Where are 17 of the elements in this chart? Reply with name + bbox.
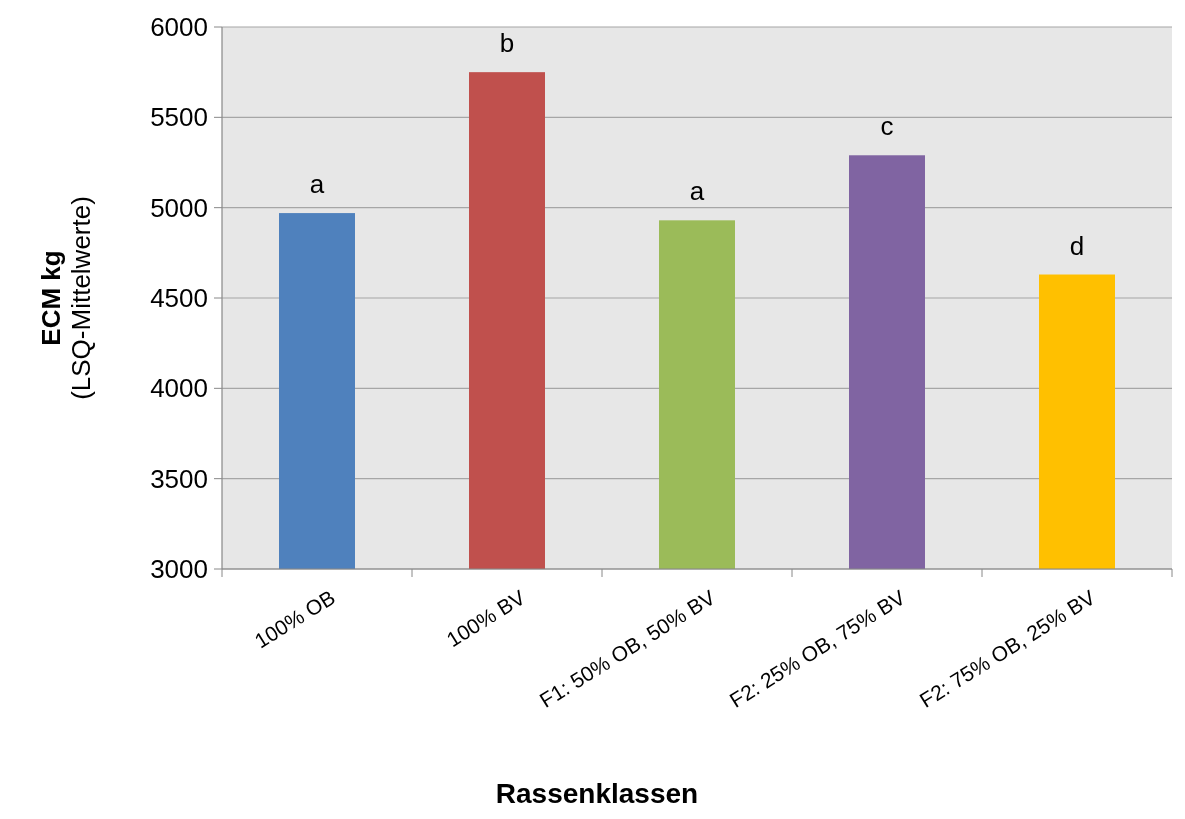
annotation: c [880, 111, 894, 142]
x-axis-title: Rassenklassen [495, 778, 699, 809]
y-tick-label: 5500 [150, 102, 208, 133]
y-tick-label: 3000 [150, 554, 208, 585]
y-tick-label: 3500 [150, 463, 208, 494]
annotation: a [689, 176, 705, 207]
annotation: a [309, 169, 325, 200]
annotation: d [1069, 230, 1085, 261]
x-tick-label: F1: 50% OB, 50% BV [535, 585, 719, 712]
y-tick-label: 4000 [150, 373, 208, 404]
annotation: b [499, 28, 515, 59]
y-tick-label: 5000 [150, 192, 208, 223]
y-axis-title: ECM kg (LSQ-Mittelwerte) [36, 196, 96, 400]
y-tick-label: 6000 [150, 12, 208, 43]
x-tick-label: F2: 25% OB, 75% BV [725, 585, 909, 712]
x-tick-label: F2: 75% OB, 25% BV [915, 585, 1099, 712]
y-tick-label: 4500 [150, 283, 208, 314]
